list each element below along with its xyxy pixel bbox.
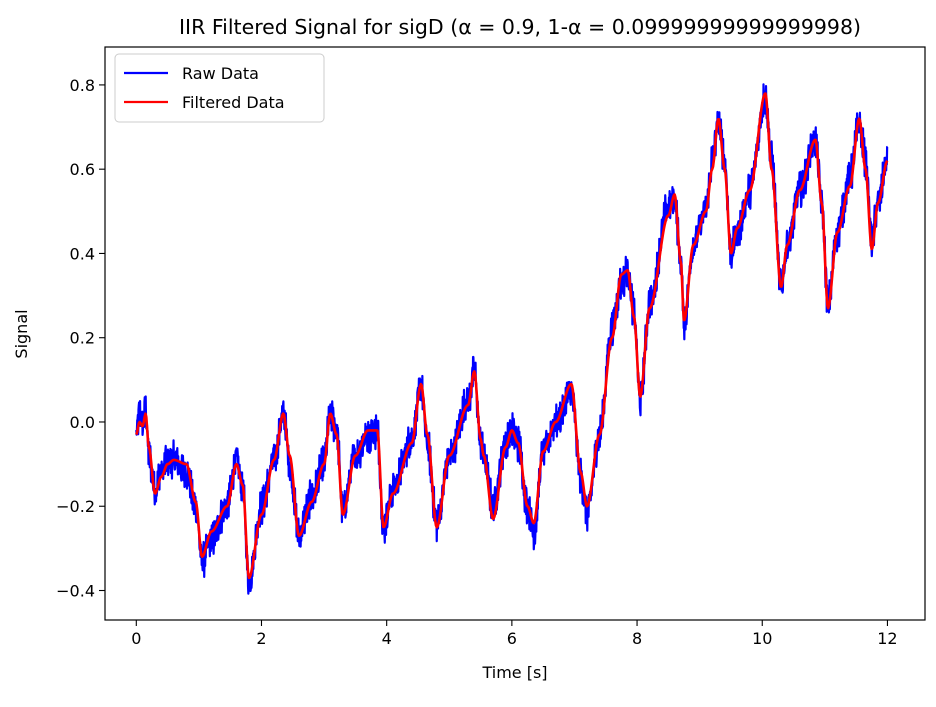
y-tick-label: 0.2 [70, 329, 95, 348]
chart-title: IIR Filtered Signal for sigD (α = 0.9, 1… [179, 15, 861, 39]
legend-label-filtered: Filtered Data [182, 93, 285, 112]
y-axis-label: Signal [12, 309, 31, 358]
x-tick-label: 10 [752, 629, 772, 648]
legend-label-raw: Raw Data [182, 64, 259, 83]
x-tick-label: 2 [256, 629, 266, 648]
x-tick-label: 0 [131, 629, 141, 648]
x-axis-label: Time [s] [481, 663, 547, 682]
x-tick-label: 4 [382, 629, 392, 648]
legend: Raw Data Filtered Data [115, 54, 324, 122]
x-tick-label: 12 [877, 629, 897, 648]
y-tick-label: −0.4 [56, 582, 95, 601]
y-tick-label: −0.2 [56, 497, 95, 516]
y-tick-label: 0.4 [70, 244, 95, 263]
y-tick-label: 0.0 [70, 413, 95, 432]
y-tick-label: 0.8 [70, 76, 95, 95]
x-tick-label: 8 [632, 629, 642, 648]
y-tick-label: 0.6 [70, 160, 95, 179]
x-tick-label: 6 [507, 629, 517, 648]
